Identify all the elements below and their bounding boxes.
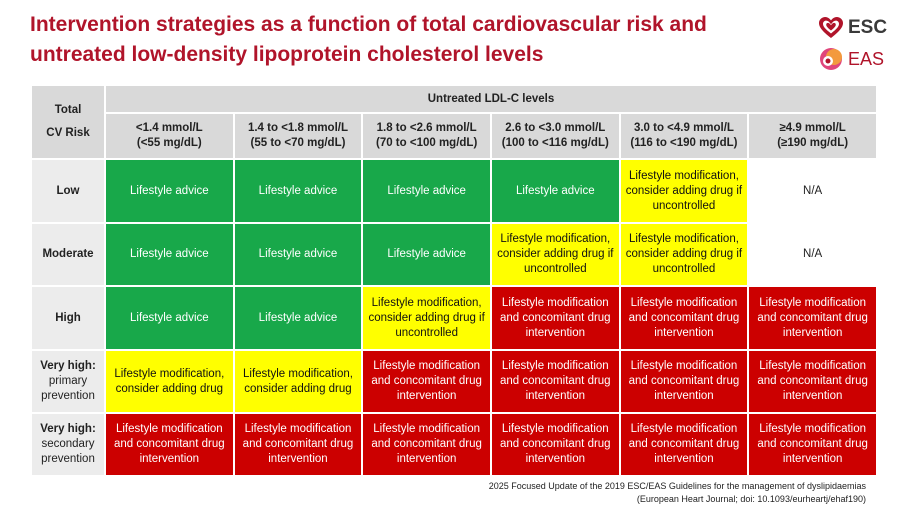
risk-category-label: Moderate [32,224,104,285]
intervention-cell: Lifestyle modification and concomitant d… [363,414,490,475]
intervention-cell: Lifestyle advice [106,160,233,222]
intervention-cell: Lifestyle modification and concomitant d… [620,414,748,475]
esc-logo: ESC [818,16,887,40]
ldl-c-levels-header: Untreated LDL-C levels [106,86,876,112]
eas-logo: EAS [818,46,884,72]
intervention-cell: Lifestyle modification, consider adding … [363,287,490,349]
ldl-column-header: 3.0 to <4.9 mmol/L (116 to <190 mg/dL) [620,114,748,158]
slide-title-line-2: untreated low-density lipoprotein choles… [30,43,544,66]
slide-title: Intervention strategies as a function of… [30,10,790,70]
intervention-cell: Lifestyle modification and concomitant d… [749,351,876,412]
risk-row: Very high: secondary prevention Lifestyle … [32,414,876,475]
risk-category-label: High [32,287,104,349]
ldl-column-header: 1.8 to <2.6 mmol/L (70 to <100 mg/dL) [363,114,490,158]
intervention-cell: Lifestyle modification, consider adding … [620,160,748,222]
total-cv-risk-header-line-1: Total [54,104,82,116]
risk-category-name: Low [56,184,80,197]
intervention-cell: Lifestyle modification and concomitant d… [749,287,876,349]
intervention-cell: Lifestyle advice [234,160,362,222]
ldl-column-header-mmol: 1.4 to <1.8 mmol/L [247,122,348,134]
risk-row: Very high: primary prevention Lifestyle mo… [32,351,876,412]
intervention-cell: Lifestyle modification and concomitant d… [620,287,748,349]
total-cv-risk-header: Total CV Risk [32,86,104,158]
risk-category-subtype: secondary prevention [41,438,95,465]
ldl-column-header-mgdl: (70 to <100 mg/dL) [375,137,478,149]
risk-category-name: Moderate [42,248,94,260]
total-cv-risk-header-line-2: CV Risk [46,127,90,139]
ldl-column-header: 2.6 to <3.0 mmol/L (100 to <116 mg/dL) [491,114,619,158]
risk-category-name: Very high: [40,423,96,435]
intervention-cell: Lifestyle advice [363,160,490,222]
intervention-cell: Lifestyle modification and concomitant d… [491,351,619,412]
intervention-cell: Lifestyle modification and concomitant d… [106,414,233,475]
intervention-cell: Lifestyle modification and concomitant d… [234,414,362,475]
risk-row: Low Lifestyle advice Lifestyle advice Lifes… [32,160,876,222]
risk-category-name: Very high: [40,360,96,372]
risk-row: Moderate Lifestyle advice Lifestyle advice… [32,224,876,285]
society-logos: ESC EAS [818,16,898,78]
ldl-column-header-mgdl: (116 to <190 mg/dL) [630,137,738,149]
heart-icon [819,17,843,38]
risk-category-name: High [55,311,81,324]
intervention-cell: Lifestyle modification and concomitant d… [363,351,490,412]
ldl-column-header-mgdl: (<55 mg/dL) [136,137,202,149]
esc-logo-text: ESC [848,17,888,38]
ldl-column-header-mgdl: (55 to <70 mg/dL) [250,137,346,149]
ldl-column-headers: <1.4 mmol/L (<55 mg/dL) 1.4 to <1.8 mmol/L… [32,114,876,158]
ldl-column-header-mmol: 2.6 to <3.0 mmol/L [505,122,606,134]
ldl-column-header-mmol: 1.8 to <2.6 mmol/L [376,122,477,134]
intervention-cell: Lifestyle advice [363,224,490,285]
intervention-cell: Lifestyle advice [491,160,619,222]
intervention-cell: Lifestyle modification and concomitant d… [749,414,876,475]
risk-category-label: Very high: secondary prevention [32,414,104,475]
intervention-cell: Lifestyle advice [234,287,362,349]
intervention-cell: Lifestyle modification, consider adding … [491,224,619,285]
intervention-cell: Lifestyle modification and concomitant d… [491,287,619,349]
eas-logo-text: EAS [848,48,885,69]
ldl-column-header: <1.4 mmol/L (<55 mg/dL) [106,114,233,158]
intervention-cell: Lifestyle modification and concomitant d… [620,351,748,412]
risk-category-label: Low [32,160,104,222]
citation-line-2: (European Heart Journal; doi: 10.1093/eu… [636,494,866,504]
ldl-column-header: ≥4.9 mmol/L (≥190 mg/dL) [749,114,876,158]
intervention-cell: Lifestyle modification, consider adding … [106,351,233,412]
risk-category-subtype: primary prevention [41,375,95,402]
citation-line-1: 2025 Focused Update of the 2019 ESC/EAS … [488,481,866,491]
ldl-column-header-mmol: <1.4 mmol/L [135,122,203,134]
risk-category-label: Very high: primary prevention [32,351,104,412]
eas-emblem-icon [820,48,842,70]
intervention-cell: Lifestyle advice [106,224,233,285]
ldl-column-header-mmol: 3.0 to <4.9 mmol/L [633,122,734,134]
intervention-cell: Lifestyle advice [234,224,362,285]
risk-row: High Lifestyle advice Lifestyle advice Life… [32,287,876,349]
intervention-cell: N/A [749,160,876,222]
intervention-cell: Lifestyle modification, consider adding … [620,224,748,285]
ldl-column-header-mgdl: (100 to <116 mg/dL) [501,137,609,149]
intervention-cell: Lifestyle modification and concomitant d… [491,414,619,475]
ldl-column-header: 1.4 to <1.8 mmol/L (55 to <70 mg/dL) [234,114,362,158]
citation: 2025 Focused Update of the 2019 ESC/EAS … [489,480,866,506]
slide-title-line-1: Intervention strategies as a function of… [30,13,707,36]
ldl-column-header-mmol: ≥4.9 mmol/L [779,122,846,134]
ldl-column-header-mgdl: (≥190 mg/dL) [777,137,849,149]
intervention-cell: Lifestyle modification, consider adding … [234,351,362,412]
intervention-cell: N/A [749,224,876,285]
intervention-cell: Lifestyle advice [106,287,233,349]
intervention-table: Total CV Risk Untreated LDL-C levels <1.… [30,84,878,477]
